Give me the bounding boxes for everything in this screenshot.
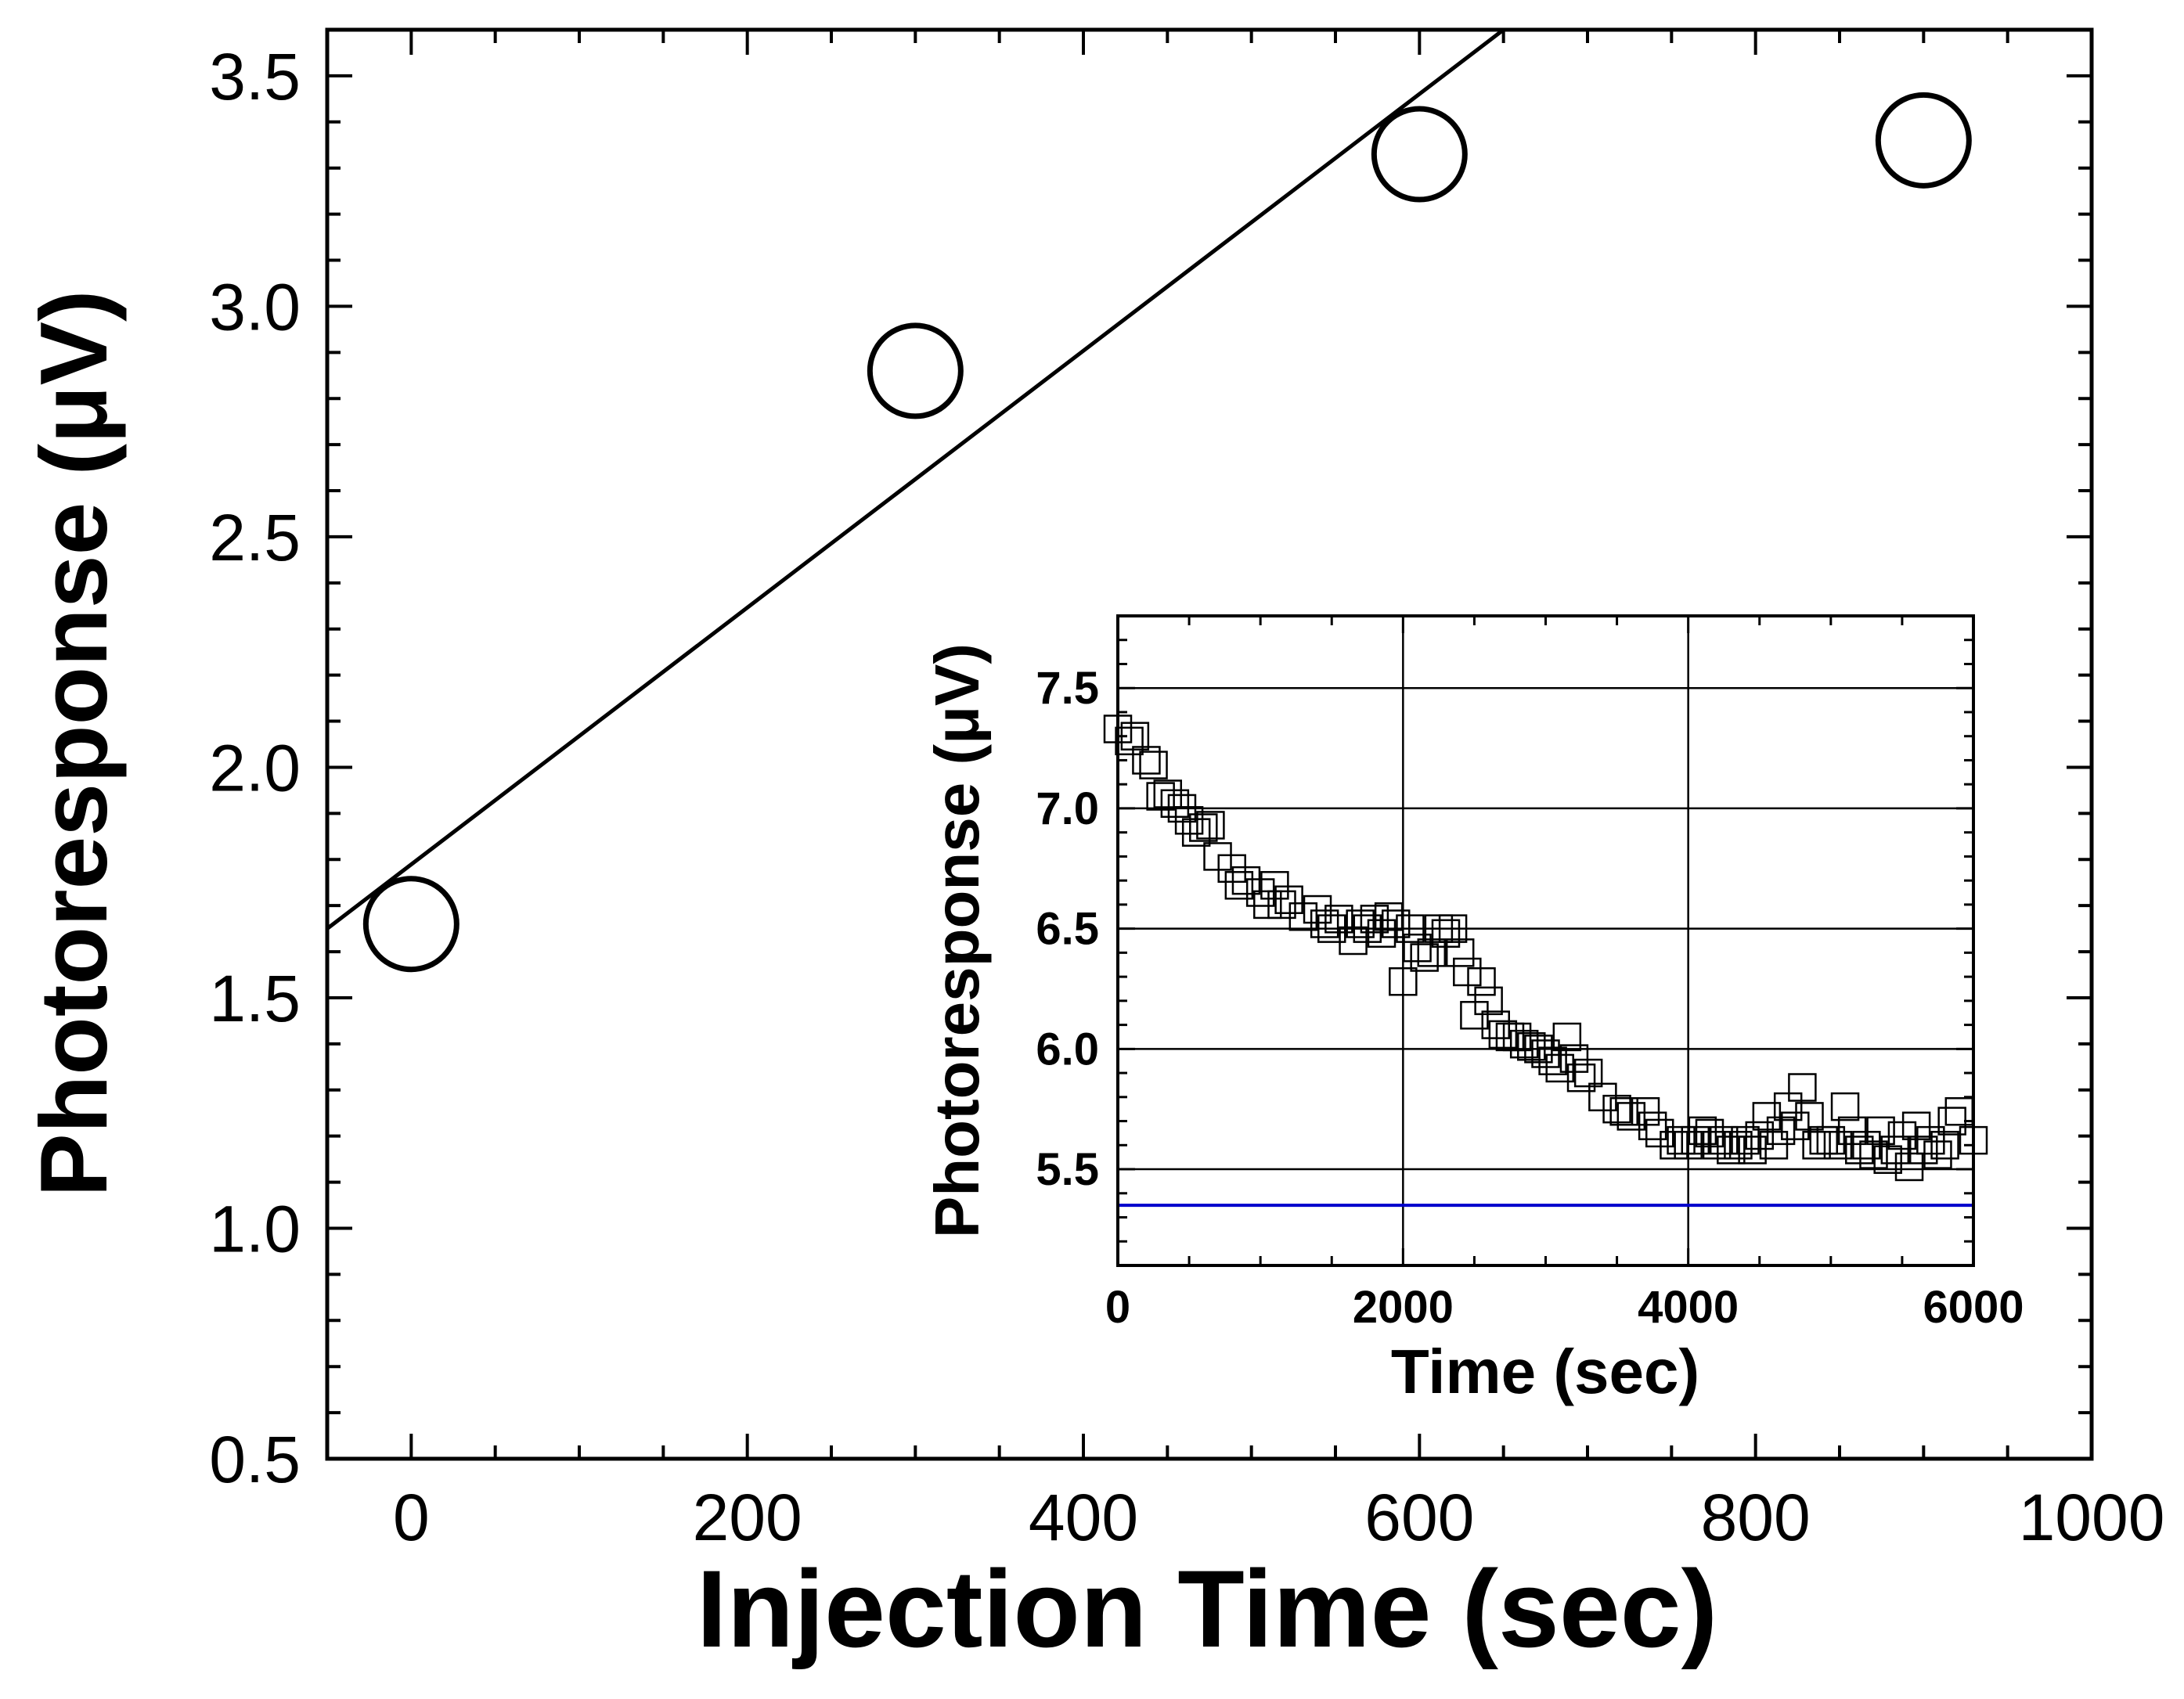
main-data-layer	[326, 28, 1972, 973]
inset-background	[1118, 616, 1973, 1265]
inset-data-point	[1317, 914, 1346, 943]
inset-y-tick-label: 6.0	[1036, 1024, 1099, 1074]
inset-data-point	[1189, 813, 1218, 842]
inset-y-tick-label: 7.5	[1036, 663, 1099, 714]
main-y-tick-label: 3.5	[209, 40, 301, 113]
main-x-tick-label: 1000	[2019, 1481, 2165, 1554]
inset-x-tick-label: 2000	[1353, 1282, 1454, 1333]
main-y-tick-label: 1.5	[209, 962, 301, 1035]
main-x-tick-label: 0	[393, 1481, 430, 1554]
main-fit-line	[326, 28, 1505, 930]
inset-data-point	[1759, 1131, 1789, 1160]
inset-data-point	[1224, 871, 1254, 900]
inset-data-point	[1923, 1140, 1952, 1169]
main-x-axis-title: Injection Time (sec)	[697, 1547, 1717, 1670]
inset-data-point	[1830, 1092, 1860, 1121]
inset-data-point	[1267, 890, 1296, 920]
inset-data-point	[1115, 726, 1144, 756]
inset-data-point	[1410, 943, 1439, 972]
inset-data-point	[1930, 1131, 1959, 1160]
main-y-tick-label: 0.5	[209, 1423, 301, 1496]
inset-chart: 0 2000 4000 6000 5.5 6.0 6.5 7.0 7.5 Time (sec)…	[922, 614, 2024, 1406]
main-x-tick-label: 200	[693, 1481, 802, 1554]
main-data-point	[1875, 92, 1972, 189]
inset-y-tick-label: 7.0	[1036, 783, 1099, 834]
inset-data-point	[1474, 986, 1503, 1016]
main-x-tick-labels: 0 200 400 600 800 1000	[393, 1481, 2164, 1554]
main-x-tick-label: 400	[1029, 1481, 1138, 1554]
main-y-tick-label: 3.0	[209, 270, 301, 344]
main-y-axis-title: Photoresponse (μV)	[20, 290, 127, 1197]
inset-y-axis-title: Photoresponse (μV)	[922, 643, 992, 1238]
inset-data-point	[1566, 1063, 1596, 1092]
inset-data-point	[1552, 1022, 1582, 1052]
main-chart: 0 200 400 600 800 1000 0.51.01.52.02.53.03.5 …	[20, 27, 2164, 1670]
inset-x-axis-title: Time (sec)	[1391, 1337, 1699, 1406]
inset-data-point	[1816, 1125, 1846, 1155]
inset-data-point	[1132, 746, 1161, 775]
main-plot-frame	[325, 27, 2094, 1461]
inset-x-tick-label: 4000	[1638, 1282, 1739, 1333]
inset-data-point	[1795, 1102, 1824, 1131]
inset-data-point	[1738, 1136, 1767, 1164]
inset-data-point	[1573, 1058, 1603, 1088]
inset-x-tick-label: 6000	[1923, 1282, 2024, 1333]
inset-data-point	[1196, 811, 1225, 840]
main-data-point	[867, 322, 964, 419]
inset-data-point	[1638, 1111, 1667, 1140]
main-y-tick-label: 2.5	[209, 501, 301, 574]
inset-data-point	[1445, 938, 1475, 967]
inset-plot-frame	[1116, 614, 1975, 1267]
inset-y-tick-label: 5.5	[1036, 1144, 1099, 1195]
inset-data-point	[1396, 914, 1425, 943]
inset-data-point	[1374, 902, 1404, 931]
inset-data-point	[1467, 967, 1496, 996]
inset-x-tick-labels: 0 2000 4000 6000	[1105, 1282, 2024, 1333]
main-y-tick-label: 2.0	[209, 731, 301, 805]
main-x-tick-label: 800	[1701, 1481, 1811, 1554]
inset-data-point	[1609, 1097, 1638, 1126]
main-y-tick-label: 1.0	[209, 1192, 301, 1265]
inset-data-point	[1438, 914, 1468, 943]
main-y-tick-labels: 0.5 1.0 1.5 2.0 2.5 3.0 3.5	[209, 40, 301, 1496]
main-data-point	[1371, 106, 1468, 203]
inset-x-tick-label: 0	[1105, 1282, 1130, 1333]
inset-data-layer	[1103, 715, 1988, 1182]
main-x-tick-label: 600	[1364, 1481, 1474, 1554]
inset-data-point	[1139, 751, 1168, 779]
inset-y-tick-label: 6.5	[1036, 904, 1099, 955]
inset-data-point	[1389, 967, 1418, 996]
inset-y-tick-labels: 5.5 6.0 6.5 7.0 7.5	[1036, 663, 1099, 1195]
main-data-point	[362, 876, 460, 973]
inset-data-point	[1788, 1073, 1817, 1102]
